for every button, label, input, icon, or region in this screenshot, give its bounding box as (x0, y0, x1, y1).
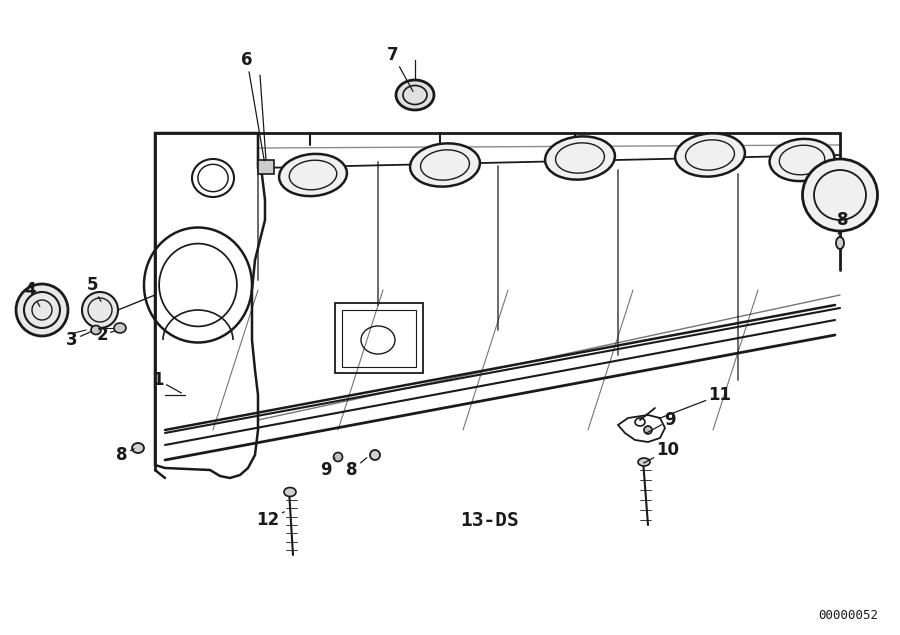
Ellipse shape (410, 144, 480, 187)
Ellipse shape (675, 133, 745, 177)
Ellipse shape (132, 443, 144, 453)
Text: 9: 9 (320, 458, 335, 479)
Ellipse shape (644, 426, 652, 434)
Text: 3: 3 (67, 331, 91, 349)
Text: 4: 4 (24, 281, 40, 307)
Text: 9: 9 (646, 411, 676, 433)
Text: 6: 6 (241, 51, 265, 161)
Ellipse shape (82, 292, 118, 328)
Ellipse shape (334, 453, 343, 462)
Ellipse shape (370, 450, 380, 460)
Text: 00000052: 00000052 (818, 609, 878, 622)
Ellipse shape (638, 458, 650, 466)
Text: 2: 2 (96, 326, 114, 344)
FancyBboxPatch shape (258, 160, 274, 174)
Text: 5: 5 (86, 276, 101, 302)
Text: 7: 7 (387, 46, 413, 91)
Text: 1: 1 (152, 371, 182, 393)
Ellipse shape (16, 284, 68, 336)
Ellipse shape (279, 154, 346, 196)
Text: 11: 11 (659, 386, 732, 418)
Ellipse shape (545, 137, 615, 180)
Ellipse shape (396, 80, 434, 110)
Ellipse shape (803, 159, 878, 231)
Ellipse shape (770, 139, 834, 181)
Text: 8: 8 (116, 446, 134, 464)
Text: 12: 12 (256, 511, 284, 529)
Ellipse shape (284, 488, 296, 497)
Ellipse shape (836, 237, 844, 249)
Ellipse shape (91, 326, 101, 335)
Text: 8: 8 (837, 211, 849, 234)
Text: 13-DS: 13-DS (461, 511, 519, 530)
Ellipse shape (114, 323, 126, 333)
Text: 8: 8 (346, 458, 367, 479)
Text: 10: 10 (644, 441, 680, 463)
